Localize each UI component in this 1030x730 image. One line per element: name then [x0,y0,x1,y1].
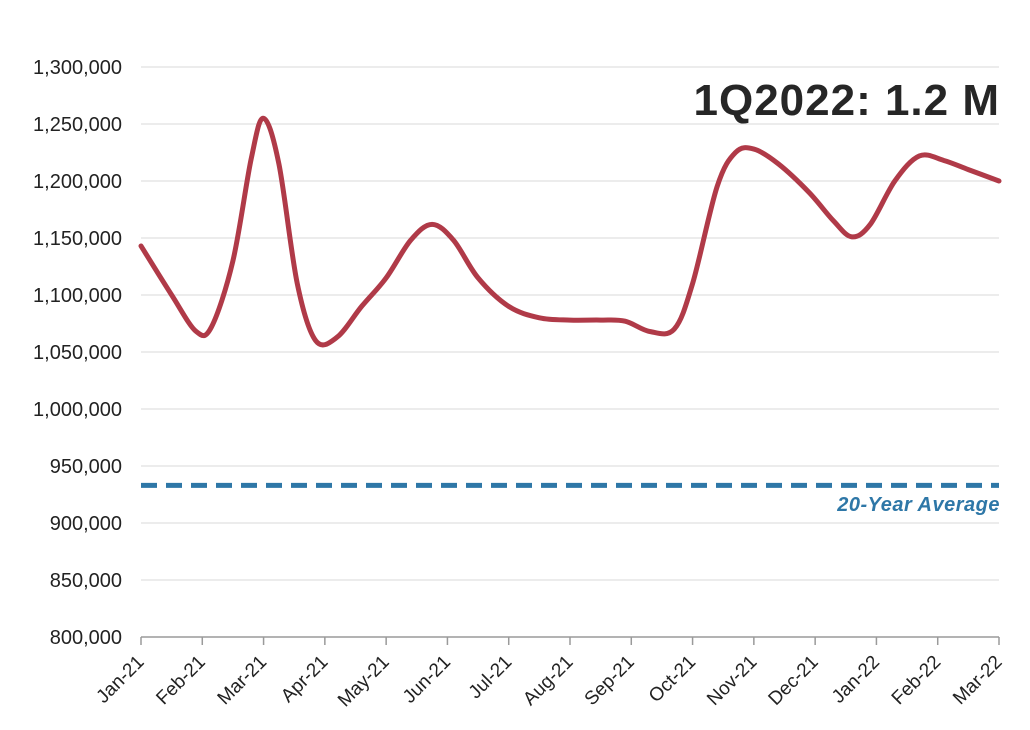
y-tick-label: 1,300,000 [33,57,122,79]
y-tick-label: 900,000 [50,513,122,535]
y-tick-label: 950,000 [50,456,122,478]
x-tick-label: Jun-21 [399,652,455,708]
x-tick-label: Feb-21 [152,652,209,709]
x-tick-label: Apr-21 [277,652,332,707]
y-tick-label: 1,100,000 [33,285,122,307]
x-tick-label: Jul-21 [465,652,516,703]
y-tick-label: 850,000 [50,570,122,592]
x-tick-label: Jan-22 [828,652,884,708]
y-tick-label: 1,000,000 [33,399,122,421]
series-line [138,115,1002,348]
y-tick-label: 1,250,000 [33,114,122,136]
y-tick-label: 1,200,000 [33,171,122,193]
x-tick-label: Mar-21 [214,652,271,709]
y-tick-label: 1,150,000 [33,228,122,250]
x-tick-label: Jan-21 [93,652,149,708]
y-tick-label: 1,050,000 [33,342,122,364]
x-tick-label: Dec-21 [765,652,823,710]
x-tick-label: May-21 [334,652,394,712]
x-tick-label: Oct-21 [645,652,700,707]
x-tick-label: Nov-21 [703,652,761,710]
y-tick-label: 800,000 [50,627,122,649]
x-tick-label: Sep-21 [581,652,639,710]
average-line-label: 20-Year Average [837,494,1000,516]
x-tick-label: Feb-22 [888,652,945,709]
quarter-annotation: 1Q2022: 1.2 M [693,76,1000,125]
x-tick-label: Aug-21 [519,652,577,710]
x-tick-label: Mar-22 [949,652,1006,709]
